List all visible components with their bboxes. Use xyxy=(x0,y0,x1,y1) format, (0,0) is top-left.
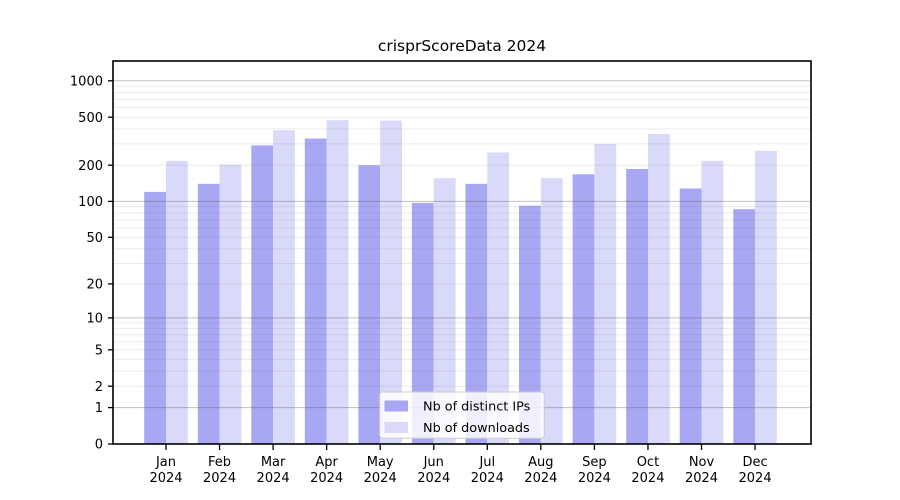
x-tick-label-month: Oct xyxy=(637,455,659,470)
bar-jul-distinct-ips xyxy=(465,183,488,445)
x-tick-label-month: Jul xyxy=(478,455,495,470)
y-tick-label: 1000 xyxy=(70,74,103,89)
x-tick-label-month: Mar xyxy=(261,455,286,470)
x-tick-label-year: 2024 xyxy=(685,471,718,486)
legend-box xyxy=(379,391,545,439)
x-tick-label-year: 2024 xyxy=(310,471,343,486)
bar-aug-distinct-ips xyxy=(519,205,541,444)
legend-swatch-distinct-ips xyxy=(384,400,408,412)
bar-oct-downloads xyxy=(648,134,670,444)
x-tick-label-month: Apr xyxy=(315,455,338,470)
bar-aug-downloads xyxy=(540,178,563,444)
x-tick-label-month: May xyxy=(367,455,394,470)
y-tick-label: 20 xyxy=(86,278,103,293)
x-tick-label-year: 2024 xyxy=(524,471,557,486)
x-tick-label-year: 2024 xyxy=(257,471,290,486)
legend-label-distinct-ips: Nb of distinct IPs xyxy=(423,400,531,415)
x-tick-label-month: Aug xyxy=(528,455,553,470)
legend: Nb of distinct IPs Nb of downloads xyxy=(379,391,545,439)
bar-feb-distinct-ips xyxy=(197,183,220,445)
bar-feb-downloads xyxy=(219,164,242,444)
bar-jul-downloads xyxy=(487,152,510,444)
y-tick-label: 0 xyxy=(95,438,103,453)
x-tick-label-year: 2024 xyxy=(631,471,664,486)
y-tick-label: 200 xyxy=(78,159,103,174)
gridlines-layer xyxy=(113,80,811,409)
x-tick-label-year: 2024 xyxy=(739,471,772,486)
y-tick-label: 1 xyxy=(95,401,103,416)
x-tick-label-year: 2024 xyxy=(149,471,182,486)
x-tick-label-month: Sep xyxy=(582,455,607,470)
y-tick-label: 5 xyxy=(95,343,103,358)
bar-nov-distinct-ips xyxy=(679,188,702,444)
plot-border xyxy=(112,60,812,445)
bar-jun-downloads xyxy=(433,178,456,444)
x-tick-label-month: Jun xyxy=(423,455,444,470)
axes-layer: 01251020501002005001000Jan2024Feb2024Mar… xyxy=(70,60,812,486)
legend-swatch-downloads xyxy=(384,422,408,433)
bar-apr-distinct-ips xyxy=(304,138,327,444)
bar-dec-distinct-ips xyxy=(733,209,756,444)
x-tick-label-month: Jan xyxy=(155,455,176,470)
bar-jan-downloads xyxy=(166,160,188,444)
x-tick-label-year: 2024 xyxy=(364,471,397,486)
x-tick-label-year: 2024 xyxy=(203,471,236,486)
y-tick-label: 50 xyxy=(86,231,103,246)
bar-apr-downloads xyxy=(326,120,349,444)
x-tick-label-month: Feb xyxy=(208,455,231,470)
x-tick-label-year: 2024 xyxy=(471,471,504,486)
bar-nov-downloads xyxy=(701,160,724,444)
bar-mar-downloads xyxy=(273,130,295,444)
bar-oct-distinct-ips xyxy=(626,169,648,444)
bar-may-downloads xyxy=(380,120,402,444)
chart-title: crisprScoreData 2024 xyxy=(378,37,546,55)
x-tick-label-month: Dec xyxy=(742,455,767,470)
bars-layer xyxy=(144,120,777,445)
bar-mar-distinct-ips xyxy=(251,145,274,444)
bar-sep-distinct-ips xyxy=(572,174,595,445)
x-tick-label-year: 2024 xyxy=(578,471,611,486)
y-tick-label: 10 xyxy=(86,312,103,327)
y-tick-label: 100 xyxy=(78,195,103,210)
legend-label-downloads: Nb of downloads xyxy=(423,421,530,436)
bar-jan-distinct-ips xyxy=(144,191,166,444)
bar-sep-downloads xyxy=(594,143,617,444)
bar-may-distinct-ips xyxy=(358,165,381,444)
x-tick-label-year: 2024 xyxy=(417,471,450,486)
bar-dec-downloads xyxy=(755,150,777,445)
y-tick-label: 2 xyxy=(95,380,103,395)
y-tick-label: 500 xyxy=(78,111,103,126)
x-tick-label-month: Nov xyxy=(689,455,715,470)
bar-jun-distinct-ips xyxy=(411,202,434,444)
